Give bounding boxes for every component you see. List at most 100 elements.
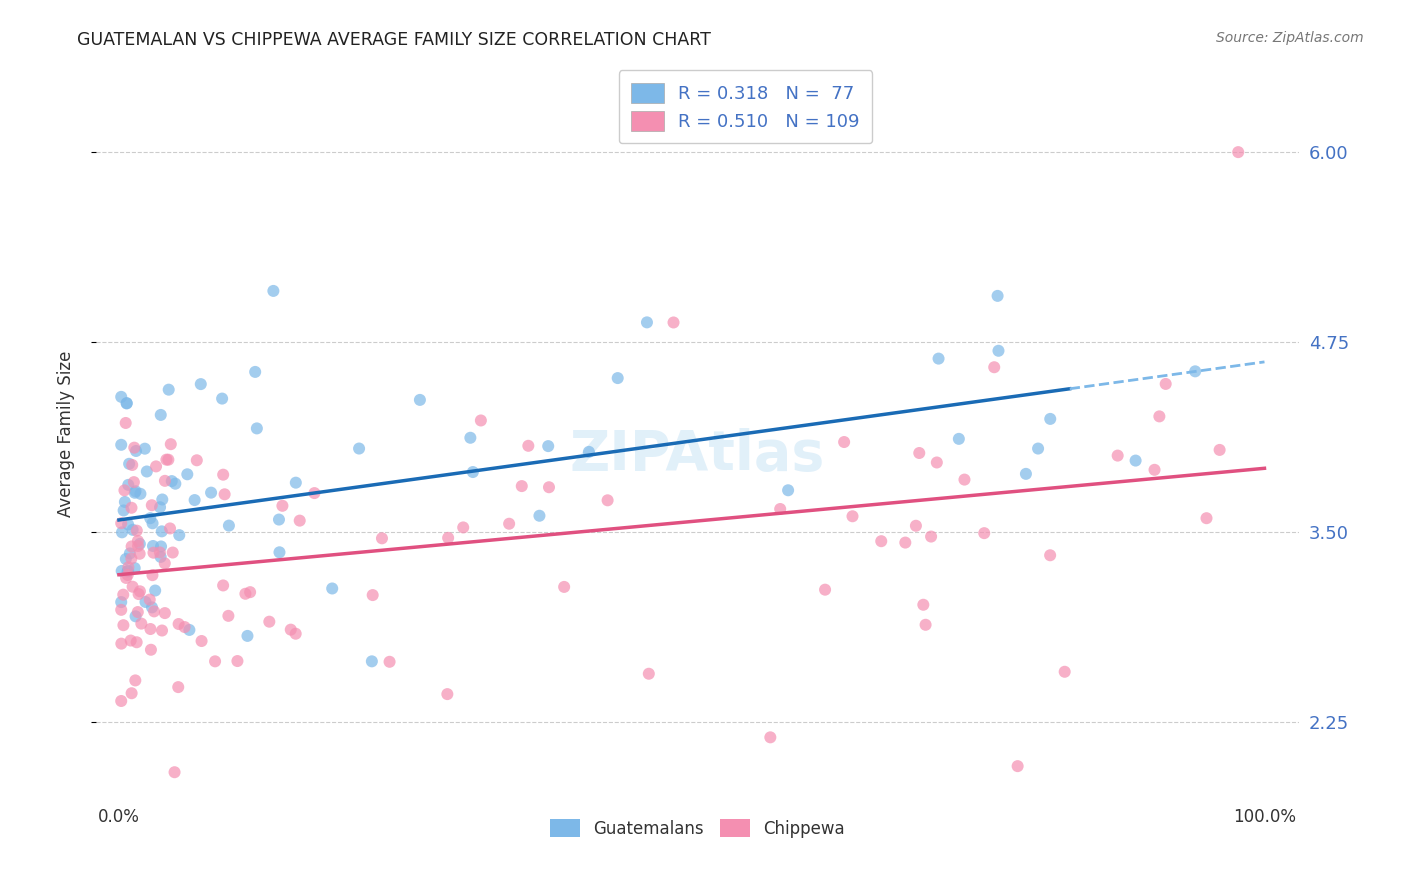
Point bbox=[636, 315, 658, 329]
Point bbox=[1195, 511, 1218, 525]
Point bbox=[769, 502, 792, 516]
Point bbox=[149, 545, 172, 559]
Point bbox=[141, 568, 163, 582]
Point bbox=[139, 622, 162, 636]
Point bbox=[110, 694, 132, 708]
Y-axis label: Average Family Size: Average Family Size bbox=[58, 351, 75, 516]
Point bbox=[165, 476, 187, 491]
Point bbox=[814, 582, 837, 597]
Point bbox=[321, 582, 343, 596]
Point bbox=[498, 516, 520, 531]
Point bbox=[127, 533, 149, 548]
Point bbox=[110, 595, 132, 609]
Point bbox=[553, 580, 575, 594]
Point bbox=[114, 495, 136, 509]
Point bbox=[304, 486, 326, 500]
Point bbox=[145, 459, 167, 474]
Point bbox=[162, 545, 184, 559]
Point bbox=[759, 731, 782, 745]
Point bbox=[129, 487, 152, 501]
Point bbox=[218, 518, 240, 533]
Point bbox=[112, 618, 135, 632]
Point bbox=[135, 465, 157, 479]
Point bbox=[159, 437, 181, 451]
Point bbox=[128, 547, 150, 561]
Point bbox=[470, 413, 492, 427]
Point bbox=[121, 500, 143, 515]
Point bbox=[243, 365, 266, 379]
Point bbox=[870, 534, 893, 549]
Point bbox=[128, 587, 150, 601]
Point bbox=[118, 457, 141, 471]
Point bbox=[953, 473, 976, 487]
Point bbox=[142, 539, 165, 553]
Point bbox=[517, 439, 540, 453]
Text: GUATEMALAN VS CHIPPEWA AVERAGE FAMILY SIZE CORRELATION CHART: GUATEMALAN VS CHIPPEWA AVERAGE FAMILY SI… bbox=[77, 31, 711, 49]
Point bbox=[167, 528, 190, 542]
Point bbox=[179, 623, 201, 637]
Point bbox=[134, 595, 156, 609]
Point bbox=[190, 634, 212, 648]
Point bbox=[928, 351, 950, 366]
Point bbox=[451, 520, 474, 534]
Point bbox=[118, 546, 141, 560]
Point bbox=[124, 484, 146, 499]
Point bbox=[537, 439, 560, 453]
Text: ZIPAtlas: ZIPAtlas bbox=[569, 428, 825, 483]
Point bbox=[269, 545, 291, 559]
Point bbox=[908, 446, 931, 460]
Point bbox=[778, 483, 800, 498]
Point bbox=[371, 531, 394, 545]
Point bbox=[271, 499, 294, 513]
Point bbox=[128, 537, 150, 551]
Point bbox=[110, 516, 132, 531]
Point bbox=[160, 474, 183, 488]
Point bbox=[1143, 463, 1166, 477]
Legend: Guatemalans, Chippewa: Guatemalans, Chippewa bbox=[543, 813, 852, 845]
Point bbox=[578, 445, 600, 459]
Point bbox=[173, 620, 195, 634]
Point bbox=[125, 444, 148, 458]
Point bbox=[127, 539, 149, 553]
Point bbox=[460, 431, 482, 445]
Point bbox=[121, 540, 143, 554]
Point bbox=[973, 526, 995, 541]
Point bbox=[841, 509, 863, 524]
Point bbox=[124, 609, 146, 624]
Point bbox=[347, 442, 370, 456]
Point bbox=[117, 517, 139, 532]
Point bbox=[121, 523, 143, 537]
Point bbox=[437, 531, 460, 545]
Point bbox=[983, 360, 1005, 375]
Point bbox=[115, 396, 138, 410]
Point bbox=[596, 493, 619, 508]
Point bbox=[267, 512, 290, 526]
Point bbox=[1227, 145, 1250, 160]
Point bbox=[361, 588, 384, 602]
Point bbox=[1125, 453, 1147, 467]
Point bbox=[143, 583, 166, 598]
Point bbox=[111, 525, 134, 540]
Point bbox=[662, 316, 685, 330]
Point bbox=[153, 557, 176, 571]
Point bbox=[214, 487, 236, 501]
Point bbox=[200, 485, 222, 500]
Point bbox=[142, 516, 165, 531]
Point bbox=[115, 571, 138, 585]
Point bbox=[141, 600, 163, 615]
Point bbox=[150, 540, 173, 554]
Point bbox=[122, 475, 145, 490]
Point bbox=[125, 524, 148, 538]
Point bbox=[226, 654, 249, 668]
Point bbox=[149, 408, 172, 422]
Point bbox=[129, 584, 152, 599]
Point bbox=[121, 580, 143, 594]
Point bbox=[1007, 759, 1029, 773]
Point bbox=[134, 442, 156, 456]
Point bbox=[606, 371, 628, 385]
Point bbox=[110, 603, 132, 617]
Point bbox=[436, 687, 458, 701]
Point bbox=[510, 479, 533, 493]
Point bbox=[637, 666, 659, 681]
Point bbox=[143, 604, 166, 618]
